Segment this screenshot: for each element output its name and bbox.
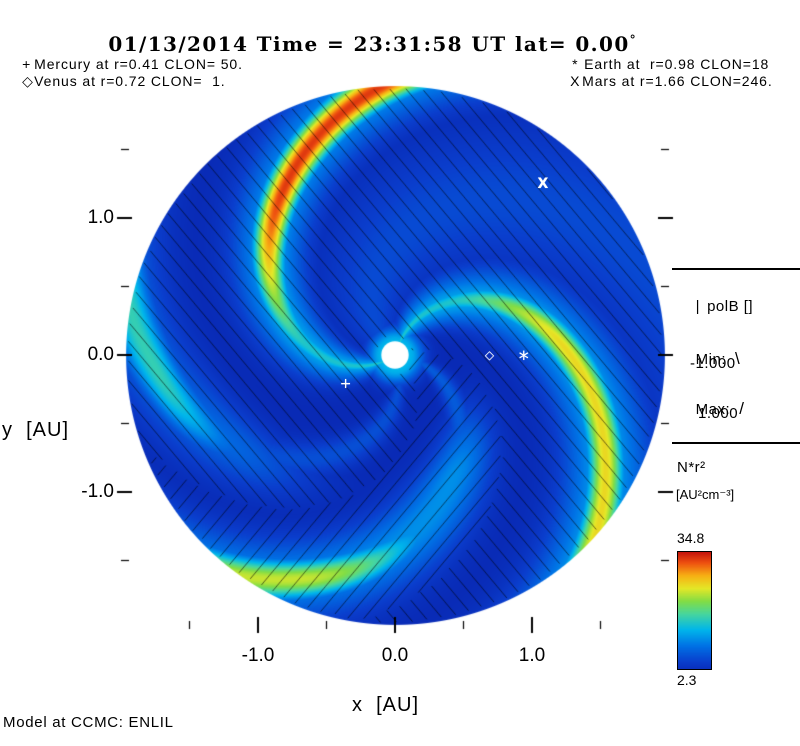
mars-x-icon: X [570, 73, 581, 89]
legend-mercury: + Mercury at r=0.41 CLON= 50. [3, 40, 243, 88]
model-credit: Model at CCMC: ENLIL [3, 714, 174, 731]
colorbar-min-value: 2.3 [677, 672, 697, 688]
x-tick-label-1: 1.0 [518, 645, 546, 666]
polb-section-divider-bottom [672, 442, 800, 444]
negative-hatch-icon: \ [735, 349, 741, 368]
polb-max-label: Max: [695, 401, 731, 418]
polb-min-value: -1.000 [690, 355, 736, 372]
y-tick-label-1: 1.0 [87, 207, 114, 228]
polb-section-divider-top [672, 268, 800, 270]
polb-min-row: Min: \ [677, 332, 740, 386]
x-tick-label-neg1: -1.0 [241, 645, 275, 666]
polb-title-label: polB [] [707, 298, 754, 315]
plot-title: 01/13/2014 Time = 23:31:58 UT lat= 0.00° [0, 8, 712, 80]
venus-diamond-icon: ◇ [22, 73, 34, 89]
legend-venus-label: Venus at r=0.72 CLON= 1. [34, 73, 226, 89]
legend-earth-label: Earth at r=0.98 CLON=18 [584, 56, 770, 72]
polb-bar-icon: | [695, 298, 701, 315]
density-scale-label: N*r² [677, 459, 706, 476]
colorbar-max-value: 34.8 [677, 530, 705, 546]
legend-venus: ◇Venus at r=0.72 CLON= 1. [3, 57, 226, 106]
polb-max-value: 1.000 [698, 405, 739, 422]
legend-mars-label: Mars at r=1.66 CLON=246. [582, 73, 773, 89]
polb-min-label: Min: [695, 351, 727, 368]
legend-mercury-label: Mercury at r=0.41 CLON= 50. [34, 56, 243, 72]
positive-hatch-icon: / [739, 399, 745, 418]
x-axis-label: x [AU] [352, 694, 420, 716]
mercury-plus-icon: + [22, 56, 32, 72]
polb-max-row: Max: / [677, 382, 744, 436]
earth-asterisk-icon: * [572, 56, 579, 72]
y-tick-label-neg1: -1.0 [81, 481, 114, 502]
polb-title: | polB [] [677, 281, 753, 332]
legend-mars: X Mars at r=1.66 CLON=246. [551, 57, 773, 105]
legend-earth: * Earth at r=0.98 CLON=18 [553, 40, 769, 88]
x-tick-label-0: 0.0 [381, 645, 409, 666]
plot-title-text: 01/13/2014 Time = 23:31:58 UT lat= 0.00 [108, 32, 630, 56]
degree-symbol: ° [629, 32, 638, 47]
density-colorbar [677, 551, 712, 670]
y-tick-label-0: 0.0 [87, 344, 114, 365]
y-axis-label: y [AU] [2, 419, 70, 441]
density-scale-units: [AU²cm⁻³] [676, 487, 735, 502]
